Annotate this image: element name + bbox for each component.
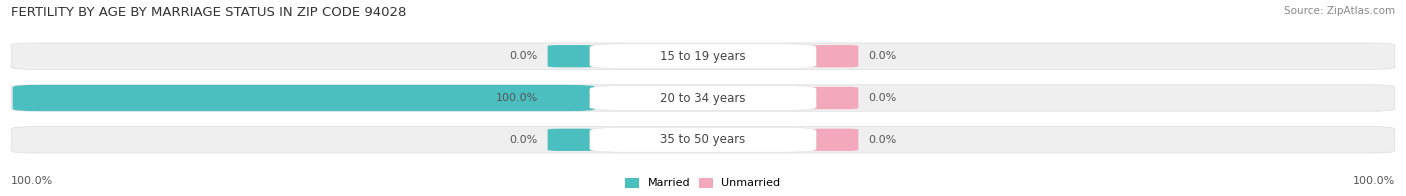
FancyBboxPatch shape xyxy=(591,128,815,152)
Text: 20 to 34 years: 20 to 34 years xyxy=(661,92,745,104)
FancyBboxPatch shape xyxy=(810,129,858,151)
Text: 100.0%: 100.0% xyxy=(495,93,537,103)
Text: 0.0%: 0.0% xyxy=(869,135,897,145)
Text: 0.0%: 0.0% xyxy=(869,93,897,103)
FancyBboxPatch shape xyxy=(810,45,858,67)
FancyBboxPatch shape xyxy=(547,129,596,151)
FancyBboxPatch shape xyxy=(13,85,596,111)
Text: 100.0%: 100.0% xyxy=(1353,176,1395,186)
Text: FERTILITY BY AGE BY MARRIAGE STATUS IN ZIP CODE 94028: FERTILITY BY AGE BY MARRIAGE STATUS IN Z… xyxy=(11,6,406,19)
FancyBboxPatch shape xyxy=(591,44,815,68)
Text: 0.0%: 0.0% xyxy=(509,51,537,61)
FancyBboxPatch shape xyxy=(547,87,596,109)
Text: Source: ZipAtlas.com: Source: ZipAtlas.com xyxy=(1284,6,1395,16)
Text: 0.0%: 0.0% xyxy=(869,51,897,61)
FancyBboxPatch shape xyxy=(11,43,1395,69)
FancyBboxPatch shape xyxy=(11,127,1395,153)
Legend: Married, Unmarried: Married, Unmarried xyxy=(626,178,780,189)
Text: 35 to 50 years: 35 to 50 years xyxy=(661,133,745,146)
Text: 100.0%: 100.0% xyxy=(11,176,53,186)
Text: 0.0%: 0.0% xyxy=(509,135,537,145)
FancyBboxPatch shape xyxy=(11,85,1395,111)
FancyBboxPatch shape xyxy=(591,86,815,110)
FancyBboxPatch shape xyxy=(810,87,858,109)
Text: 15 to 19 years: 15 to 19 years xyxy=(661,50,745,63)
FancyBboxPatch shape xyxy=(547,45,596,67)
